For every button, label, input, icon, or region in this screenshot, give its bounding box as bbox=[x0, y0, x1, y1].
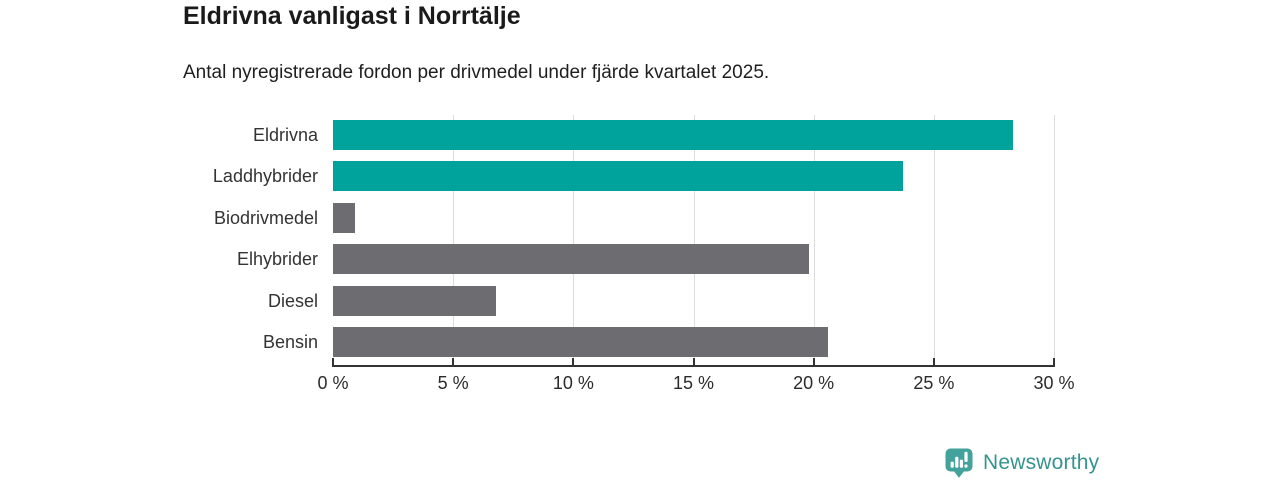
axis-tick-label: 25 % bbox=[913, 373, 955, 393]
axis-tick-label: 5 % bbox=[437, 373, 469, 393]
chart-subtitle: Antal nyregistrerade fordon per drivmede… bbox=[183, 62, 770, 83]
gridline bbox=[453, 115, 455, 365]
bar-diesel bbox=[333, 285, 497, 316]
brand-name: Newsworthy bbox=[983, 451, 1100, 474]
category-label: Eldrivna bbox=[252, 125, 318, 145]
bar-elhybrider bbox=[333, 244, 809, 275]
gridline bbox=[1054, 115, 1055, 365]
axis-tick bbox=[692, 358, 695, 367]
axis-tick-label: 20 % bbox=[793, 373, 835, 393]
bar-bensin bbox=[333, 327, 829, 357]
gridline bbox=[693, 115, 695, 365]
bar-laddhybrider bbox=[333, 161, 903, 192]
category-label: Laddhybrider bbox=[212, 166, 318, 187]
gridline bbox=[933, 115, 935, 365]
gridline bbox=[813, 115, 815, 365]
brand-footer: Newsworthy bbox=[944, 446, 1099, 480]
axis-tick bbox=[452, 358, 455, 367]
axis-tick-label: 0 % bbox=[317, 373, 349, 393]
axis-tick bbox=[812, 358, 815, 367]
bar-biodrivmedel bbox=[333, 202, 355, 233]
axis-tick bbox=[932, 358, 935, 367]
category-label: Diesel bbox=[267, 290, 318, 311]
axis-tick bbox=[572, 358, 575, 367]
axis-tick-label: 10 % bbox=[552, 373, 594, 393]
category-label: Elhybrider bbox=[236, 249, 318, 270]
category-label: Biodrivmedel bbox=[213, 207, 318, 228]
axis-tick bbox=[332, 358, 334, 367]
category-labels: Eldrivna Laddhybrider Biodrivmedel Elhybrid… bbox=[0, 115, 318, 365]
plot-area: 0 % 5 % 10 % 15 % 20 % 25 % 30 % bbox=[317, 115, 1075, 393]
newsworthy-logo-icon bbox=[944, 447, 974, 479]
gridline bbox=[573, 115, 575, 365]
bar-eldrivna bbox=[333, 120, 1014, 150]
axis-tick-label: 15 % bbox=[672, 373, 715, 393]
category-label: Bensin bbox=[262, 332, 318, 352]
axis-tick bbox=[1053, 358, 1055, 367]
axis-tick-label: 30 % bbox=[1033, 373, 1075, 393]
chart-title: Eldrivna vanligast i Norrtälje bbox=[183, 2, 521, 30]
